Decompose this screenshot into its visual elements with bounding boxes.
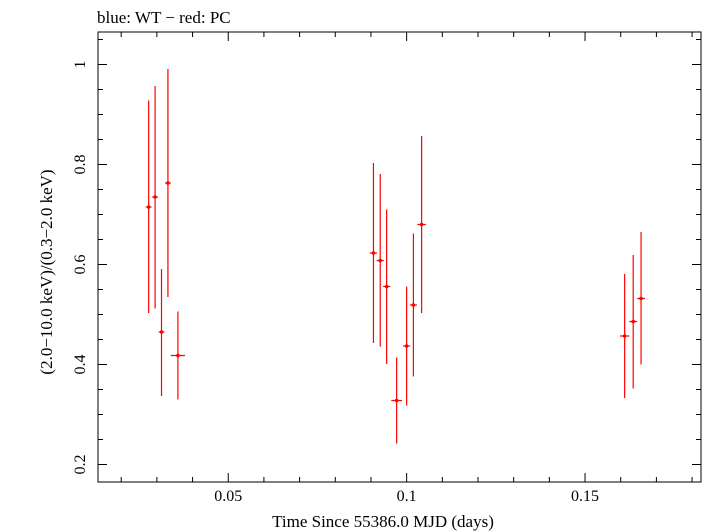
plot-frame	[97, 31, 702, 483]
y-tick-label: 0.2	[72, 455, 89, 475]
point-marker	[404, 344, 409, 348]
y-tick-label: 0.8	[72, 155, 89, 175]
y-tick-label: 0.6	[72, 255, 89, 275]
data-point	[145, 100, 152, 313]
data-point	[620, 274, 630, 398]
point-marker	[166, 181, 170, 185]
data-point	[165, 69, 171, 297]
data-point	[417, 136, 426, 313]
point-marker	[371, 251, 376, 255]
data-point	[152, 86, 158, 309]
point-marker	[159, 330, 164, 334]
data-point	[403, 286, 411, 406]
point-marker	[153, 195, 157, 199]
point-marker	[176, 353, 180, 358]
point-marker	[146, 205, 151, 209]
point-marker	[394, 398, 399, 403]
point-marker	[639, 296, 643, 301]
point-marker	[631, 319, 636, 324]
x-tick-label: 0.05	[214, 488, 242, 505]
data-point	[383, 209, 391, 364]
y-axis-label: (2.0−10.0 keV)/(0.3−2.0 keV)	[37, 169, 56, 374]
data-point	[409, 233, 417, 377]
point-marker	[419, 222, 424, 227]
point-marker	[411, 303, 416, 307]
data-point	[369, 163, 378, 343]
data-points	[145, 69, 645, 444]
point-marker	[378, 258, 383, 263]
plot-axes: 0.05 0.1 0.15 0.2 0.4 0.6 0.8 1	[72, 31, 702, 505]
data-point	[629, 255, 638, 389]
data-point	[376, 174, 384, 347]
data-point	[391, 357, 402, 444]
data-point	[170, 311, 186, 400]
y-tick-label: 0.4	[72, 355, 89, 375]
data-point	[158, 269, 165, 396]
point-marker	[384, 284, 389, 289]
x-tick-label: 0.15	[571, 488, 599, 505]
x-axis-label: Time Since 55386.0 MJD (days)	[272, 512, 494, 531]
data-point	[637, 232, 645, 365]
chart-title: blue: WT − red: PC	[97, 8, 231, 27]
y-tick-label: 1	[72, 61, 89, 69]
x-tick-label: 0.1	[397, 488, 417, 505]
point-marker	[622, 334, 627, 338]
